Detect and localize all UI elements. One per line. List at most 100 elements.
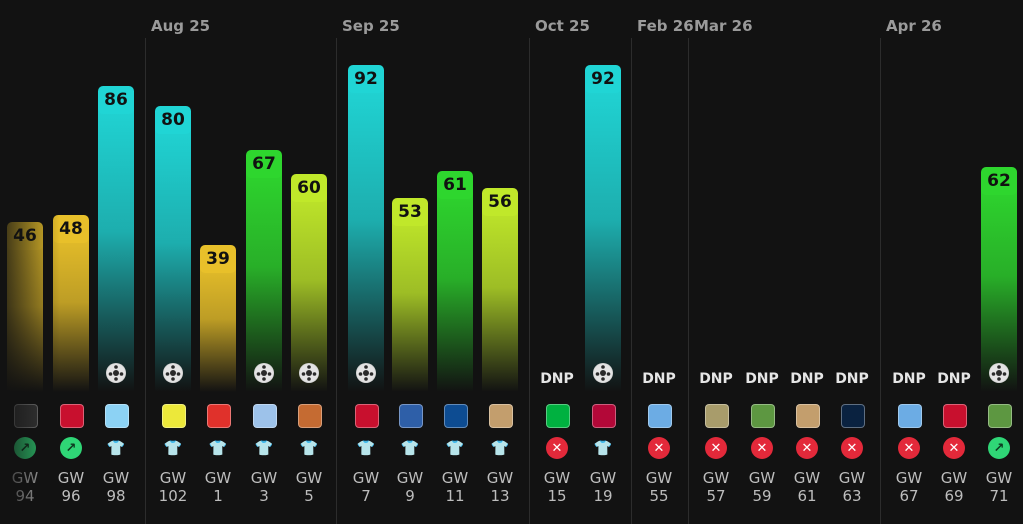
score-badge: 56 xyxy=(482,187,518,216)
gw-prefix: GW xyxy=(159,469,187,487)
opponent-crest-icon xyxy=(105,404,129,428)
ball-icon xyxy=(989,363,1009,383)
month-separator xyxy=(529,38,530,524)
gw-prefix: GW xyxy=(250,469,278,487)
gameweek-label: GW 61 xyxy=(784,469,830,505)
opponent-crest-icon xyxy=(648,404,672,428)
shirt-icon: 👕 xyxy=(593,439,613,457)
gw-number: 9 xyxy=(405,487,415,505)
gameweek-label: GW 94 xyxy=(2,469,48,505)
shirt-icon: 👕 xyxy=(400,439,420,457)
score-bar[interactable] xyxy=(585,79,621,392)
gw-prefix: GW xyxy=(895,469,923,487)
score-badge: 61 xyxy=(437,170,473,199)
not-played-icon: ✕ xyxy=(648,437,670,459)
score-bar[interactable] xyxy=(291,188,327,392)
gw-prefix: GW xyxy=(985,469,1013,487)
score-badge: 92 xyxy=(348,65,384,94)
gw-prefix: GW xyxy=(793,469,821,487)
opponent-crest-icon xyxy=(988,404,1012,428)
gw-number: 1 xyxy=(213,487,223,505)
not-played-icon: ✕ xyxy=(841,437,863,459)
gw-prefix: GW xyxy=(11,469,39,487)
opponent-crest-icon xyxy=(943,404,967,428)
shirt-icon: 👕 xyxy=(445,439,465,457)
ball-icon xyxy=(163,363,183,383)
gw-prefix: GW xyxy=(102,469,130,487)
subbed-on-icon: ↗ xyxy=(988,437,1010,459)
month-label: Feb 26 xyxy=(637,17,694,35)
gw-prefix: GW xyxy=(396,469,424,487)
shirt-icon: 👕 xyxy=(208,439,228,457)
not-played-icon: ✕ xyxy=(705,437,727,459)
score-badge: 80 xyxy=(155,106,191,134)
gw-number: 57 xyxy=(706,487,726,505)
score-bar[interactable] xyxy=(7,235,43,392)
gw-number: 98 xyxy=(106,487,126,505)
opponent-crest-icon xyxy=(162,404,186,428)
ball-icon xyxy=(299,363,319,383)
not-played-icon: ✕ xyxy=(943,437,965,459)
shirt-icon: 👕 xyxy=(163,439,183,457)
opponent-crest-icon xyxy=(796,404,820,428)
opponent-crest-icon xyxy=(298,404,322,428)
gw-prefix: GW xyxy=(204,469,232,487)
score-bar[interactable] xyxy=(437,184,473,392)
month-separator xyxy=(880,38,881,524)
dnp-label: DNP xyxy=(642,371,676,387)
dnp-label: DNP xyxy=(790,371,824,387)
score-badge: 46 xyxy=(7,221,43,250)
gw-number: 71 xyxy=(989,487,1009,505)
gw-number: 55 xyxy=(649,487,669,505)
ball-icon xyxy=(106,363,126,383)
month-separator xyxy=(145,38,146,524)
gw-prefix: GW xyxy=(838,469,866,487)
gw-prefix: GW xyxy=(486,469,514,487)
gameweek-label: GW 13 xyxy=(477,469,523,505)
gameweek-label: GW 59 xyxy=(739,469,785,505)
not-played-icon: ✕ xyxy=(796,437,818,459)
month-label: Oct 25 xyxy=(535,17,590,35)
opponent-crest-icon xyxy=(489,404,513,428)
score-badge: 53 xyxy=(392,197,428,226)
score-bar[interactable] xyxy=(392,211,428,392)
month-label: Aug 25 xyxy=(151,17,211,35)
gw-number: 102 xyxy=(158,487,188,505)
shirt-icon: 👕 xyxy=(254,439,274,457)
shirt-icon: 👕 xyxy=(106,439,126,457)
score-bar[interactable] xyxy=(98,99,134,392)
score-badge: 60 xyxy=(291,174,327,202)
score-bar[interactable] xyxy=(53,228,89,392)
month-separator xyxy=(336,38,337,524)
gw-prefix: GW xyxy=(702,469,730,487)
gw-prefix: GW xyxy=(940,469,968,487)
shirt-icon: 👕 xyxy=(299,439,319,457)
score-bar[interactable] xyxy=(246,164,282,392)
score-bar[interactable] xyxy=(482,201,518,392)
gameweek-label: GW 55 xyxy=(636,469,682,505)
gw-prefix: GW xyxy=(352,469,380,487)
opponent-crest-icon xyxy=(841,404,865,428)
gw-number: 59 xyxy=(752,487,772,505)
score-badge: 39 xyxy=(200,245,236,274)
dnp-label: DNP xyxy=(937,371,971,387)
not-played-icon: ✕ xyxy=(546,437,568,459)
score-bar[interactable] xyxy=(348,79,384,392)
gw-prefix: GW xyxy=(441,469,469,487)
score-bar[interactable] xyxy=(155,120,191,392)
score-badge: 62 xyxy=(981,167,1017,196)
dnp-label: DNP xyxy=(699,371,733,387)
gameweek-label: GW 102 xyxy=(150,469,196,505)
subbed-on-icon: ↗ xyxy=(60,437,82,459)
gw-number: 63 xyxy=(842,487,862,505)
score-bar[interactable] xyxy=(200,259,236,392)
ball-icon xyxy=(593,363,613,383)
gameweek-label: GW 15 xyxy=(534,469,580,505)
opponent-crest-icon xyxy=(592,404,616,428)
shirt-icon: 👕 xyxy=(356,439,376,457)
score-badge: 67 xyxy=(246,150,282,179)
gameweek-label: GW 69 xyxy=(931,469,977,505)
month-separator xyxy=(688,38,689,524)
gw-number: 7 xyxy=(361,487,371,505)
score-bar[interactable] xyxy=(981,181,1017,392)
